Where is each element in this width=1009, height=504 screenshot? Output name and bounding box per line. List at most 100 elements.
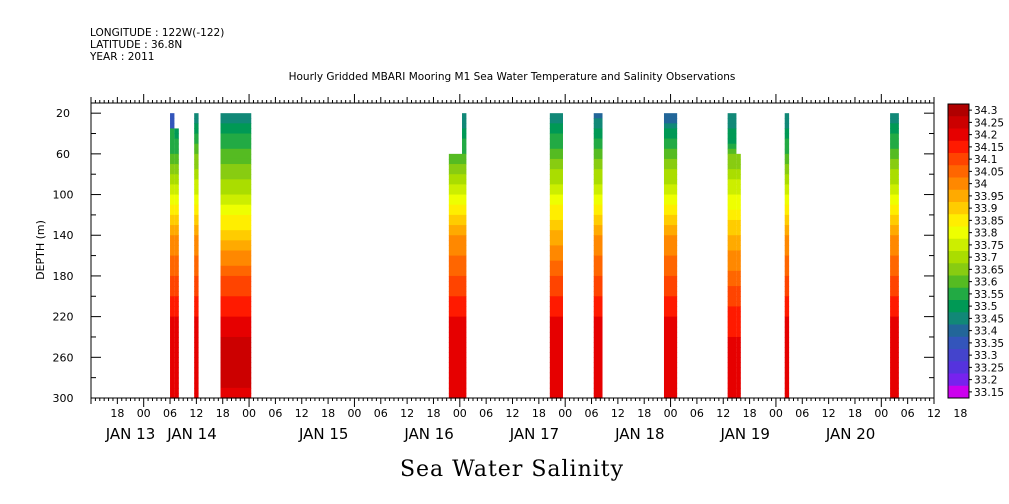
salinity-cell	[549, 189, 563, 196]
salinity-cell	[736, 382, 741, 389]
salinity-cell	[736, 311, 741, 318]
salinity-cell	[194, 291, 199, 297]
salinity-cell	[593, 367, 603, 374]
salinity-cell	[784, 281, 790, 287]
salinity-cell	[784, 219, 790, 226]
salinity-cell	[170, 372, 175, 379]
salinity-cell	[170, 260, 175, 267]
salinity-cell	[784, 214, 790, 221]
legend-label: 34.25	[974, 117, 1004, 129]
legend-swatch	[948, 238, 969, 252]
y-tick-label: 180	[53, 270, 74, 283]
salinity-cell	[174, 245, 179, 252]
salinity-cell	[170, 321, 175, 328]
salinity-cell	[736, 250, 741, 257]
salinity-cell	[727, 219, 737, 226]
salinity-cell	[170, 265, 175, 272]
salinity-cell	[890, 281, 899, 287]
salinity-cell	[549, 275, 563, 282]
salinity-cell	[736, 158, 741, 165]
legend-swatch	[948, 177, 969, 191]
salinity-cell	[890, 275, 899, 282]
salinity-cell	[170, 291, 175, 297]
y-tick-label: 60	[56, 148, 70, 161]
salinity-cell	[462, 372, 467, 379]
salinity-cell	[784, 347, 790, 353]
salinity-cell	[462, 352, 467, 358]
salinity-cell	[890, 260, 899, 267]
salinity-cell	[727, 286, 737, 292]
salinity-cell	[727, 306, 737, 313]
salinity-cell	[663, 189, 678, 196]
salinity-cell	[549, 367, 563, 374]
legend-swatch	[948, 287, 969, 301]
salinity-cell	[220, 367, 252, 374]
salinity-cell	[194, 143, 199, 150]
salinity-cell	[174, 316, 179, 323]
salinity-cell	[784, 392, 790, 399]
salinity-cell	[194, 260, 199, 267]
legend-swatch	[948, 165, 969, 178]
salinity-cell	[727, 204, 737, 211]
legend-label: 34	[974, 179, 988, 191]
x-tick-label: 06	[690, 407, 704, 420]
y-tick-label: 100	[53, 189, 74, 202]
x-date-label: JAN 15	[298, 425, 349, 443]
salinity-cell	[593, 123, 603, 130]
legend-swatch	[948, 385, 969, 399]
salinity-cell	[663, 164, 678, 170]
salinity-cell	[663, 128, 678, 135]
salinity-cell	[462, 164, 467, 170]
x-date-label: JAN 14	[166, 425, 217, 443]
salinity-cell	[462, 377, 467, 384]
salinity-cell	[194, 357, 199, 363]
salinity-cell	[170, 184, 175, 191]
salinity-cell	[890, 347, 899, 353]
salinity-cell	[170, 250, 175, 257]
salinity-cell	[549, 387, 563, 394]
salinity-cell	[784, 169, 790, 175]
salinity-cell	[194, 158, 199, 165]
salinity-cell	[174, 219, 179, 226]
salinity-cell	[174, 164, 179, 170]
salinity-cell	[727, 362, 737, 369]
salinity-cell	[462, 321, 467, 328]
legend-swatch	[948, 189, 969, 203]
salinity-cell	[593, 158, 603, 165]
salinity-cell	[220, 331, 252, 338]
salinity-cell	[727, 281, 737, 287]
salinity-cell	[174, 362, 179, 369]
salinity-cell	[549, 270, 563, 277]
salinity-cell	[736, 245, 741, 252]
salinity-cell	[890, 250, 899, 257]
salinity-cell	[549, 286, 563, 292]
x-tick-label: 00	[137, 407, 151, 420]
salinity-cell	[663, 194, 678, 201]
salinity-cell	[194, 316, 199, 323]
salinity-cell	[784, 342, 790, 348]
salinity-cell	[174, 240, 179, 247]
salinity-cell	[593, 321, 603, 328]
salinity-cell	[784, 301, 790, 308]
x-tick-label: 00	[242, 407, 256, 420]
salinity-cell	[736, 326, 741, 333]
legend-label: 33.15	[974, 387, 1004, 399]
salinity-cell	[194, 311, 199, 318]
salinity-cell	[174, 199, 179, 206]
salinity-cell	[194, 194, 199, 201]
salinity-cell	[220, 138, 252, 145]
salinity-cell	[549, 230, 563, 236]
data-segment	[727, 113, 737, 399]
salinity-cell	[890, 164, 899, 170]
x-tick-label: 12	[716, 407, 730, 420]
salinity-cell	[462, 331, 467, 338]
salinity-cell	[170, 133, 175, 140]
salinity-cell	[727, 148, 737, 155]
salinity-cell	[174, 148, 179, 155]
salinity-cell	[736, 362, 741, 369]
salinity-cell	[663, 392, 678, 399]
salinity-cell	[174, 194, 179, 201]
salinity-cell	[890, 367, 899, 374]
x-date-label: JAN 13	[105, 425, 156, 443]
salinity-cell	[736, 296, 741, 302]
